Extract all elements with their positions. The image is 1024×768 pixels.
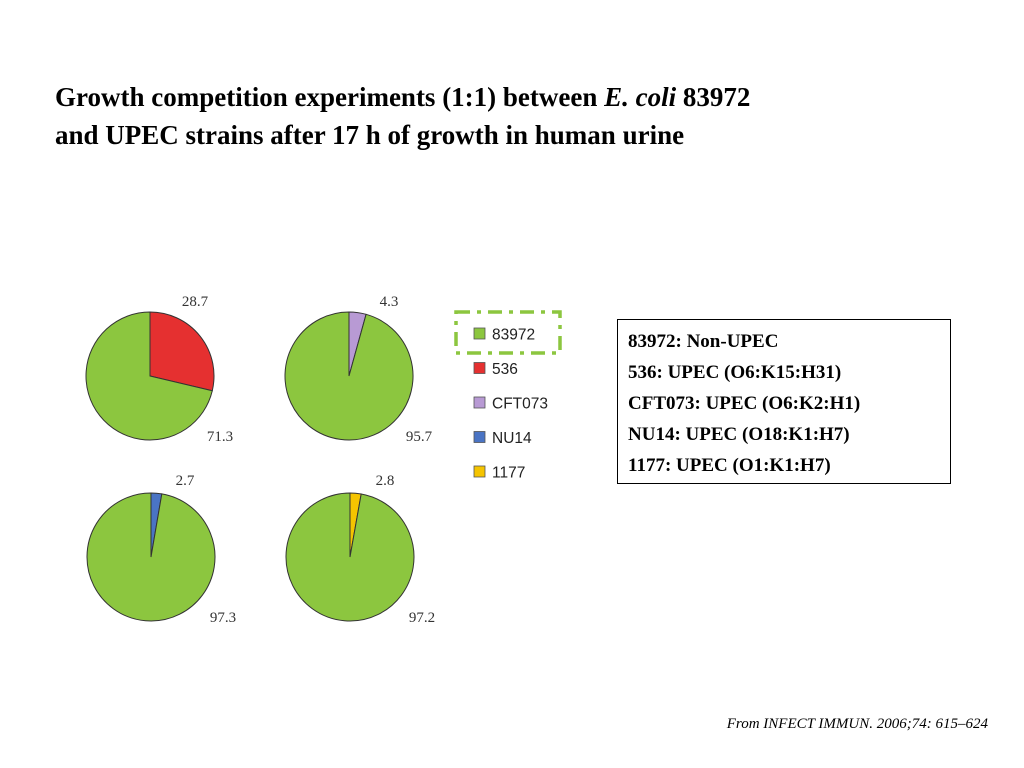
strain-info-line: NU14: UPEC (O18:K1:H7) [628,424,850,445]
pie-slice-83972 [86,492,216,622]
title-line-2: and UPEC strains after 17 h of growth in… [55,120,685,150]
title-part-2: 83972 [676,82,751,112]
strain-info-line: 536: UPEC (O6:K15:H31) [628,362,842,383]
legend-label: 83972 [492,327,535,344]
pie-slice-83972 [85,311,213,441]
strain-info-box: 83972: Non-UPEC 536: UPEC (O6:K15:H31) C… [617,319,951,484]
title-part-1: Growth competition experiments (1:1) bet… [55,82,605,112]
pie-value-label: 4.3 [380,294,399,310]
strain-info-line: CFT073: UPEC (O6:K2:H1) [628,393,861,414]
page-title: Growth competition experiments (1:1) bet… [55,78,995,154]
legend-highlight-box [454,310,562,355]
strain-info-line: 83972: Non-UPEC [628,331,779,352]
pie-chart-2: 4.3 95.7 [284,294,433,445]
strain-info-line: 1177: UPEC (O1:K1:H7) [628,455,831,476]
chart-legend: 83972 536 CFT073 NU14 1177 [454,310,562,482]
pie-value-label: 97.2 [409,610,435,626]
pie-slice-536 [149,311,215,392]
pie-value-label: 97.3 [210,610,236,626]
pie-slice-83972 [285,492,415,622]
pie-chart-3: 2.7 97.3 [86,473,236,626]
legend-swatch [473,465,486,478]
legend-swatch [473,362,486,374]
title-species-italic: E. coli [604,82,677,112]
pie-value-label: 71.3 [207,429,233,445]
legend-swatch [473,431,486,443]
citation: From INFECT IMMUN. 2006;74: 615–624 [726,716,988,732]
pie-chart-1: 28.7 71.3 [85,294,233,445]
pie-value-label: 28.7 [182,294,209,310]
legend-label: 536 [492,361,518,378]
pie-value-label: 95.7 [406,429,433,445]
pie-value-label: 2.8 [376,473,395,489]
pie-slice-83972 [284,311,414,441]
pie-chart-4: 2.8 97.2 [285,473,435,626]
legend-swatch [473,396,486,409]
legend-label: 1177 [492,465,525,482]
legend-label: CFT073 [492,396,548,413]
pie-value-label: 2.7 [176,473,195,489]
legend-label: NU14 [492,430,532,447]
legend-swatch [473,327,486,340]
